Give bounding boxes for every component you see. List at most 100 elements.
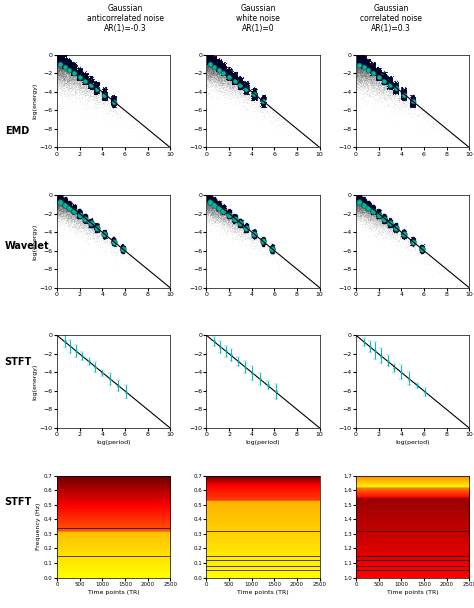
Point [373,210,381,220]
Point [56,194,64,204]
Point [71,209,79,219]
Point [365,199,373,209]
Point [81,68,89,78]
Point [355,54,362,64]
Point [356,58,364,67]
Point [390,223,398,233]
Point [100,226,107,236]
Point [372,213,380,223]
Point [211,58,219,67]
Point [354,60,362,70]
Point [215,60,223,70]
Point [93,224,101,234]
Point [409,101,417,111]
Point [237,219,244,229]
Point [214,204,222,213]
Point [218,64,226,74]
Point [240,86,247,95]
Point [237,80,245,89]
Point [354,52,361,62]
Point [205,58,212,68]
Point [360,68,367,78]
Point [91,88,99,98]
Point [261,97,269,107]
Point [362,63,370,72]
Point [354,195,361,204]
Point [356,204,364,213]
Point [261,233,269,243]
Point [384,216,392,226]
Point [374,213,382,223]
Point [99,229,107,238]
Point [57,194,65,204]
Point [385,218,392,227]
Point [242,222,249,232]
Point [101,227,109,237]
Point [218,204,225,213]
Point [242,83,250,93]
Point [243,88,250,97]
Point [94,82,101,92]
Point [63,87,71,97]
Point [354,53,362,63]
Point [211,197,219,207]
Point [58,66,66,75]
Point [234,218,242,228]
Point [370,66,378,75]
Point [238,221,246,230]
Point [210,196,218,206]
Point [361,210,369,220]
Point [376,74,384,83]
Point [231,74,239,84]
Point [366,55,374,65]
Point [249,229,257,238]
Point [369,63,377,72]
Point [87,215,94,224]
Point [402,92,410,102]
Point [353,208,361,218]
Point [356,194,363,204]
Point [210,60,217,70]
Point [417,244,424,254]
Point [67,213,75,223]
Point [366,66,374,76]
Point [101,226,109,236]
Point [209,201,217,210]
Point [381,213,389,223]
Point [258,95,265,105]
Point [392,224,399,233]
Point [88,218,96,228]
Point [211,198,219,208]
Point [119,244,127,254]
Point [205,193,213,202]
Point [206,72,213,81]
Point [384,78,392,88]
Point [381,212,388,222]
Point [81,71,89,80]
Point [370,70,378,80]
Point [55,206,63,216]
Point [204,63,212,73]
Point [67,63,74,73]
Point [218,221,225,230]
Point [364,202,371,212]
Point [93,226,100,235]
Point [365,57,373,66]
Point [356,57,364,67]
Point [105,240,112,249]
Point [214,87,222,97]
Point [381,73,389,83]
Point [59,198,67,208]
Point [363,199,371,209]
Point [368,83,376,93]
Point [216,201,223,211]
Point [353,58,360,67]
Point [371,58,378,67]
Point [388,77,395,86]
Point [358,65,365,75]
Point [204,56,212,66]
Point [363,54,370,64]
Point [212,81,219,91]
Point [207,75,214,85]
Point [260,240,267,249]
